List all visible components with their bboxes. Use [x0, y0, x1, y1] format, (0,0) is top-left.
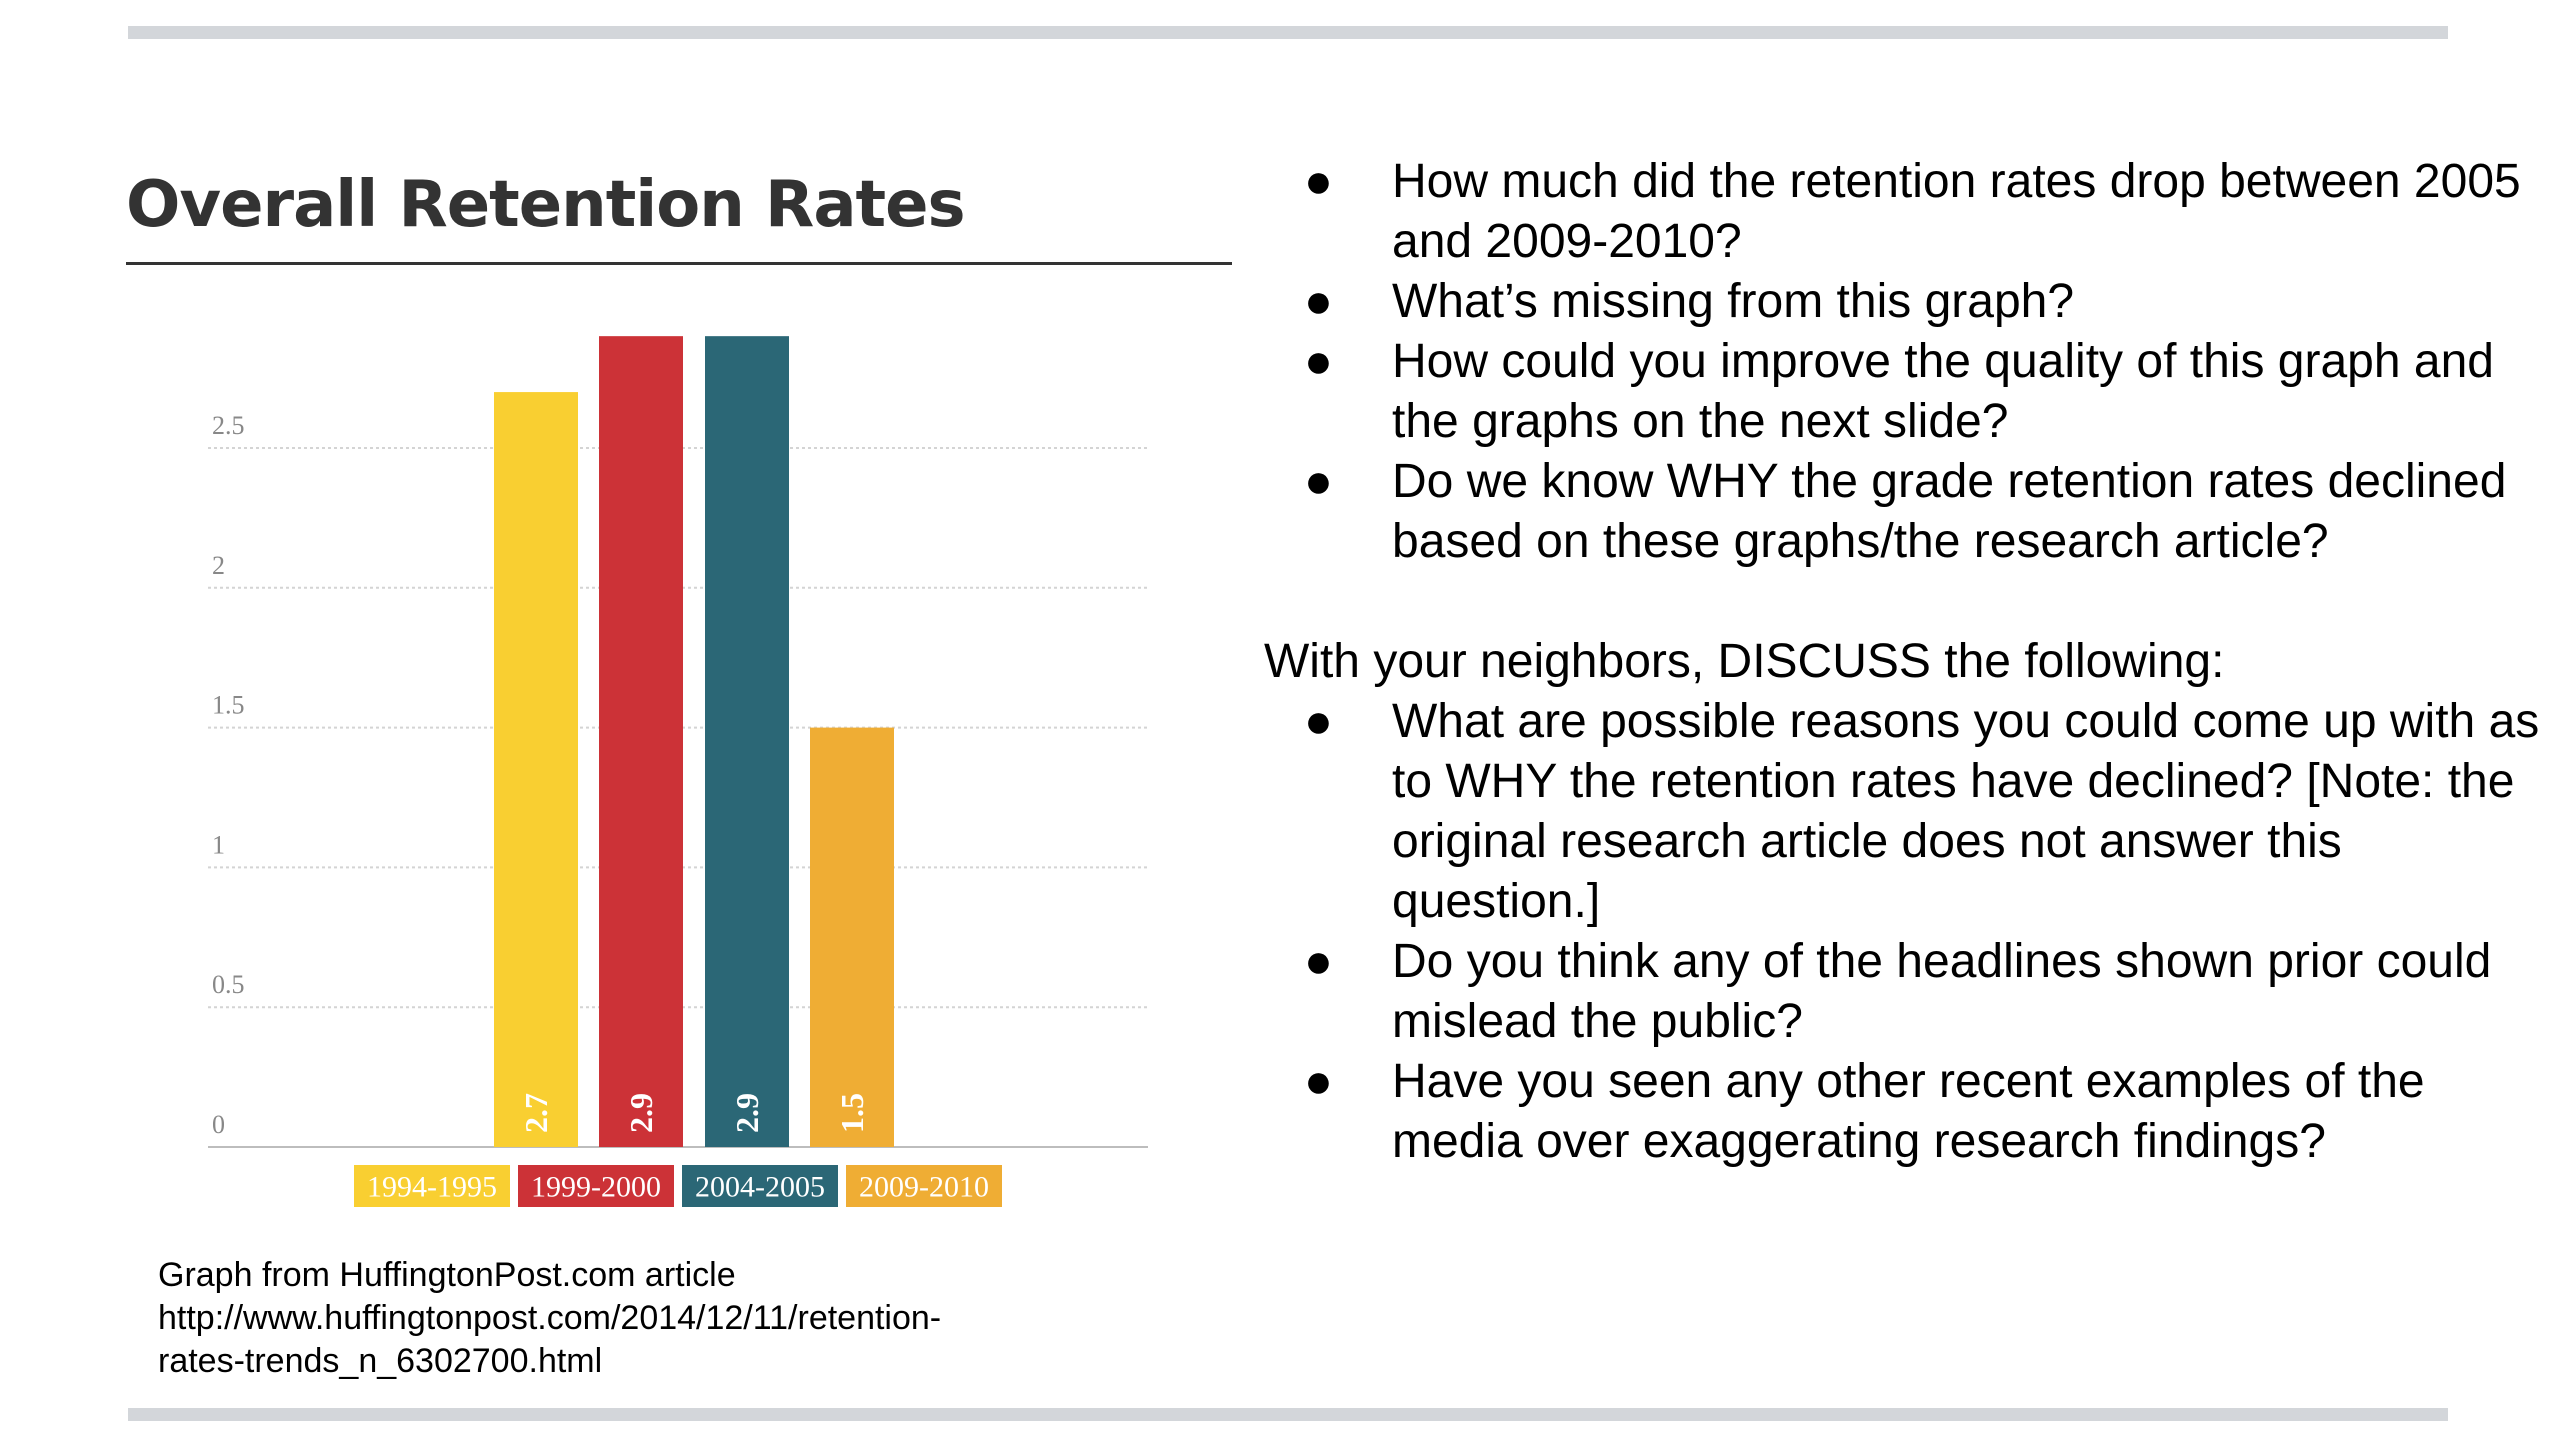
y-tick-label: 0 [212, 1110, 225, 1139]
discussion-text: What are possible reasons you could come… [1392, 695, 2540, 928]
bar-value-label: 2.9 [729, 1093, 765, 1133]
bullet-icon: ● [1304, 935, 1333, 988]
discussion-text: Do you think any of the headlines shown … [1392, 935, 2492, 1048]
category-label: 2009-2010 [859, 1171, 989, 1204]
bar-2004-2005 [705, 336, 789, 1147]
bullet-icon: ● [1304, 455, 1333, 508]
bar-value-label: 1.5 [834, 1093, 870, 1133]
x-axis-category-labels: 1994-1995 1999-2000 2004-2005 2009-2010 [354, 1165, 1002, 1207]
bullet-icon: ● [1304, 275, 1333, 328]
bar-1999-2000 [599, 336, 683, 1147]
bottom-divider [128, 1408, 2448, 1421]
category-label: 1994-1995 [367, 1171, 497, 1204]
bullet-icon: ● [1304, 155, 1333, 208]
question-text: What’s missing from this graph? [1392, 275, 2075, 328]
question-text: How could you improve the quality of thi… [1392, 335, 2494, 448]
chart-bars [494, 336, 894, 1148]
caption-source-url-cont: rates-trends_n_6302700.html [158, 1342, 603, 1380]
bar-value-labels: 2.7 2.9 2.9 1.5 [518, 1093, 870, 1133]
discussion-text: Have you seen any other recent examples … [1392, 1055, 2425, 1168]
discussion-panel: ● How much did the retention rates drop b… [1264, 152, 2544, 1172]
discussion-intro: With your neighbors, DISCUSS the followi… [1264, 635, 2225, 688]
y-tick-label: 2.5 [212, 411, 245, 440]
y-axis-ticks: 0 0.5 1 1.5 2 2.5 [212, 411, 245, 1139]
discussion-item: ● What are possible reasons you could com… [1264, 692, 2544, 932]
question-list: ● How much did the retention rates drop b… [1264, 152, 2544, 572]
caption-source-url: http://www.huffingtonpost.com/2014/12/11… [158, 1299, 942, 1337]
bullet-icon: ● [1304, 695, 1333, 748]
question-item: ● What’s missing from this graph? [1264, 272, 2544, 332]
discussion-list: ● What are possible reasons you could com… [1264, 692, 2544, 1172]
discussion-item: ● Do you think any of the headlines shown… [1264, 932, 2544, 1052]
question-item: ● Do we know WHY the grade retention rate… [1264, 452, 2544, 572]
question-text: Do we know WHY the grade retention rates… [1392, 455, 2507, 568]
category-label: 1999-2000 [531, 1171, 661, 1204]
bar-1994-1995 [494, 392, 578, 1148]
category-label: 2004-2005 [695, 1171, 825, 1204]
y-tick-label: 2 [212, 551, 225, 580]
y-tick-label: 1.5 [212, 691, 245, 720]
graph-source-caption: Graph from HuffingtonPost.com article ht… [158, 1254, 1058, 1383]
category-label-box [846, 1165, 1002, 1207]
bar-2009-2010 [810, 727, 894, 1147]
question-item: ● How could you improve the quality of th… [1264, 332, 2544, 452]
retention-bar-chart: 0 0.5 1 1.5 2 2.5 2.7 2.9 2.9 1.5 1994-1995 1999-… [208, 336, 1148, 1207]
question-item: ● How much did the retention rates drop b… [1264, 152, 2544, 272]
top-divider [128, 26, 2448, 39]
question-text: How much did the retention rates drop be… [1392, 155, 2521, 268]
discussion-item: ● Have you seen any other recent examples… [1264, 1052, 2544, 1172]
bullet-icon: ● [1304, 335, 1333, 388]
y-tick-label: 0.5 [212, 970, 245, 999]
category-label-box [354, 1165, 510, 1207]
bullet-icon: ● [1304, 1055, 1333, 1108]
category-label-box [518, 1165, 674, 1207]
bar-value-label: 2.7 [518, 1093, 554, 1133]
bar-value-label: 2.9 [623, 1093, 659, 1133]
title-underline [126, 262, 1232, 265]
category-label-box [682, 1165, 838, 1207]
caption-line: Graph from HuffingtonPost.com article [158, 1256, 736, 1294]
y-tick-label: 1 [212, 830, 225, 859]
chart-title: Overall Retention Rates [126, 168, 966, 242]
